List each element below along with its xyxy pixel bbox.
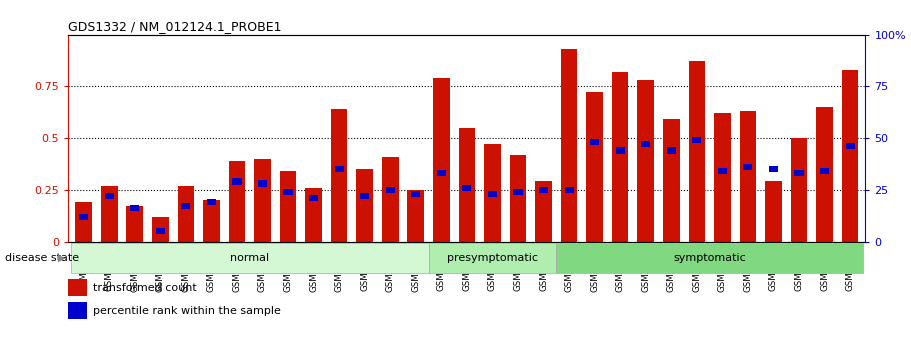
Bar [765, 181, 782, 241]
Bar [283, 189, 292, 195]
Bar [76, 202, 92, 242]
Bar [616, 147, 625, 154]
Bar [356, 169, 373, 241]
Bar [152, 217, 169, 241]
Bar [561, 49, 578, 242]
Bar [127, 206, 143, 242]
Bar [791, 138, 807, 241]
Text: normal: normal [230, 253, 270, 263]
Bar [331, 109, 347, 242]
Bar [590, 139, 599, 145]
Bar [557, 243, 863, 273]
Bar [436, 170, 445, 176]
Bar [484, 144, 501, 242]
Bar [254, 159, 271, 242]
Bar [612, 72, 629, 242]
Bar [565, 187, 574, 193]
Bar [539, 187, 548, 193]
Bar [280, 171, 296, 242]
Bar [689, 61, 705, 242]
Text: GDS1332 / NM_012124.1_PROBE1: GDS1332 / NM_012124.1_PROBE1 [68, 20, 281, 33]
Bar [663, 119, 680, 242]
Bar [536, 181, 552, 241]
Text: presymptomatic: presymptomatic [447, 253, 537, 263]
Bar [428, 243, 557, 273]
Bar [769, 166, 778, 172]
Bar [638, 80, 654, 242]
Bar [740, 111, 756, 241]
Bar [458, 128, 476, 241]
Bar [105, 193, 114, 199]
Text: percentile rank within the sample: percentile rank within the sample [94, 306, 281, 316]
Bar [462, 185, 472, 191]
Bar [514, 189, 523, 195]
Bar [71, 243, 428, 273]
Text: transformed count: transformed count [94, 283, 197, 293]
Text: ▶: ▶ [58, 253, 66, 263]
Bar [411, 191, 420, 197]
Bar [232, 178, 241, 185]
Bar [845, 143, 855, 149]
Bar [334, 166, 343, 172]
Text: disease state: disease state [5, 253, 78, 263]
Text: symptomatic: symptomatic [673, 253, 746, 263]
Bar [305, 188, 322, 241]
Bar [692, 137, 701, 143]
Bar [382, 157, 398, 241]
Bar [433, 78, 450, 242]
Bar [743, 164, 752, 170]
Bar [842, 70, 858, 241]
Bar [820, 168, 829, 174]
Bar [407, 190, 425, 242]
Bar [207, 199, 216, 205]
Bar [229, 161, 245, 242]
Bar [816, 107, 833, 242]
Bar [488, 191, 497, 197]
Bar [309, 195, 318, 201]
Bar [587, 92, 603, 242]
Bar [130, 205, 139, 211]
Bar [794, 170, 804, 176]
Bar [714, 113, 731, 242]
Bar [68, 302, 87, 319]
Bar [181, 203, 190, 209]
Bar [718, 168, 727, 174]
Bar [68, 279, 87, 296]
Bar [156, 228, 165, 234]
Bar [258, 180, 267, 187]
Bar [178, 186, 194, 242]
Bar [101, 186, 118, 242]
Bar [360, 193, 369, 199]
Bar [667, 147, 676, 154]
Bar [385, 187, 394, 193]
Bar [641, 141, 650, 147]
Bar [79, 214, 88, 220]
Bar [203, 200, 220, 242]
Bar [509, 155, 527, 242]
